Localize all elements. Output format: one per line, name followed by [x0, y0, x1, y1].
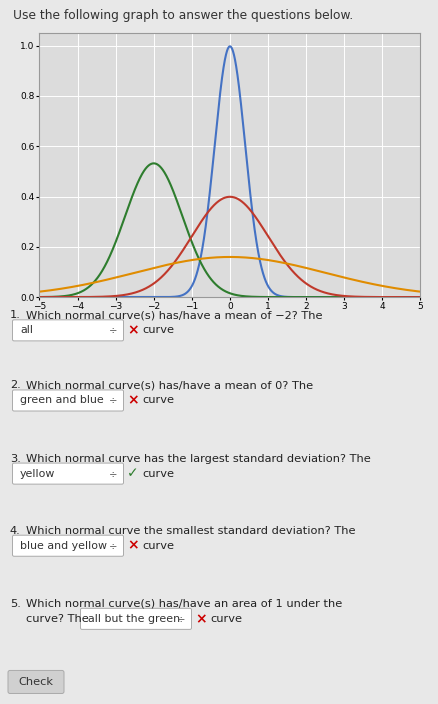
Text: Which normal curve(s) has/have an area of 1 under the: Which normal curve(s) has/have an area o… [26, 599, 342, 609]
FancyBboxPatch shape [81, 608, 191, 629]
Text: Which normal curve has the largest standard deviation? The: Which normal curve has the largest stand… [26, 453, 371, 463]
Text: ×: × [127, 539, 138, 553]
Text: all: all [20, 325, 33, 335]
FancyBboxPatch shape [13, 320, 124, 341]
Text: curve: curve [142, 541, 174, 551]
Text: green and blue: green and blue [20, 396, 104, 406]
FancyBboxPatch shape [8, 670, 64, 693]
Text: ÷: ÷ [109, 396, 117, 406]
Text: Use the following graph to answer the questions below.: Use the following graph to answer the qu… [13, 9, 353, 22]
Text: curve: curve [142, 469, 174, 479]
Text: 2.: 2. [10, 380, 21, 391]
Text: ✓: ✓ [127, 467, 138, 481]
Text: Check: Check [18, 677, 53, 687]
FancyBboxPatch shape [13, 535, 124, 556]
Text: 4.: 4. [10, 526, 21, 536]
Text: 5.: 5. [10, 599, 21, 609]
Text: blue and yellow: blue and yellow [20, 541, 107, 551]
Text: ÷: ÷ [109, 541, 117, 551]
Text: curve: curve [210, 614, 242, 624]
Text: curve: curve [142, 396, 174, 406]
FancyBboxPatch shape [13, 390, 124, 411]
Text: ÷: ÷ [109, 469, 117, 479]
FancyBboxPatch shape [13, 463, 124, 484]
Text: all but the green: all but the green [88, 614, 180, 624]
Text: 3.: 3. [10, 453, 21, 463]
Text: curve? The: curve? The [26, 614, 89, 624]
Text: ÷: ÷ [177, 614, 185, 624]
Text: ×: × [127, 394, 138, 408]
Text: ÷: ÷ [109, 325, 117, 335]
Text: ×: × [127, 323, 138, 337]
Text: ×: × [195, 612, 207, 626]
Text: Which normal curve(s) has/have a mean of 0? The: Which normal curve(s) has/have a mean of… [26, 380, 313, 391]
Text: Which normal curve the smallest standard deviation? The: Which normal curve the smallest standard… [26, 526, 356, 536]
Text: curve: curve [142, 325, 174, 335]
Text: Which normal curve(s) has/have a mean of −2? The: Which normal curve(s) has/have a mean of… [26, 310, 322, 320]
Text: yellow: yellow [20, 469, 55, 479]
Text: 1.: 1. [10, 310, 21, 320]
